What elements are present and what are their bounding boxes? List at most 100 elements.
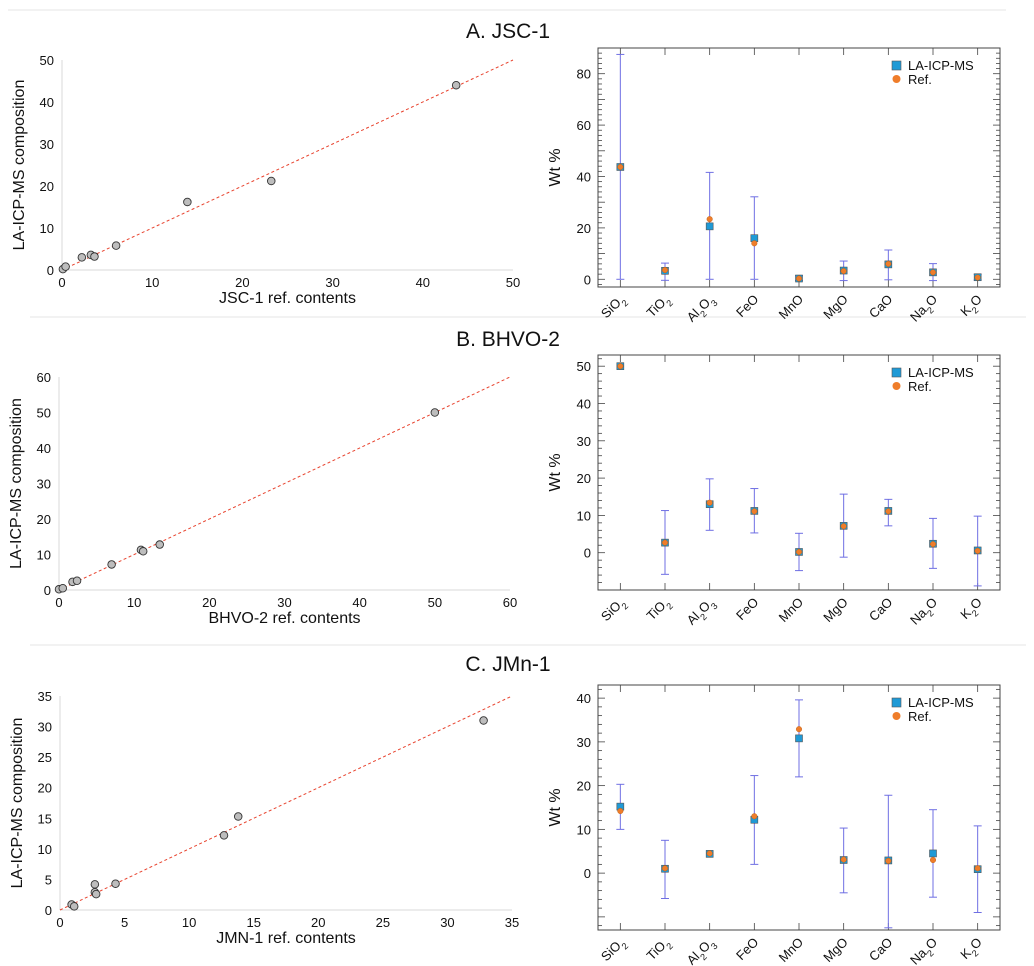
y-axis-label: LA-ICP-MS composition <box>8 398 25 569</box>
tick-label: 20 <box>202 595 216 610</box>
tick-label: 0 <box>45 903 52 918</box>
ref-marker <box>751 240 758 247</box>
tick-label: CaO <box>866 595 896 625</box>
tick-label: 10 <box>182 915 196 930</box>
fit-line <box>58 376 511 591</box>
data-point <box>219 831 229 840</box>
data-point <box>479 716 488 725</box>
tick-label: 40 <box>416 275 430 290</box>
tick-label: 0 <box>47 263 54 278</box>
tick-label: 50 <box>428 595 442 610</box>
panel-title: C. JMn-1 <box>465 653 550 676</box>
data-point <box>233 812 243 821</box>
tick-label: Al2O3 <box>684 292 720 328</box>
tick-label: FeO <box>733 292 761 320</box>
tick-label: 20 <box>577 779 591 794</box>
ref-marker <box>662 267 669 274</box>
legend-label: Ref. <box>908 709 932 724</box>
tick-label: 20 <box>40 179 54 194</box>
data-point <box>107 560 116 569</box>
legend-label: LA-ICP-MS <box>908 695 974 710</box>
data-point <box>430 408 440 417</box>
data-point <box>61 262 70 271</box>
tick-label: 60 <box>577 118 591 133</box>
x-axis-label: JSC-1 ref. contents <box>219 290 356 307</box>
tick-label: K2O <box>957 935 987 965</box>
tick-label: 40 <box>37 441 51 456</box>
tick-label: 35 <box>38 689 52 704</box>
legend-swatch <box>892 382 901 390</box>
legend-swatch <box>891 697 902 708</box>
ref-marker <box>796 726 803 733</box>
fit-line <box>61 59 514 271</box>
data-point <box>77 253 87 262</box>
x-axis-label: JMN-1 ref. contents <box>216 930 356 947</box>
tick-label: TiO2 <box>643 595 674 626</box>
tick-label: 60 <box>37 370 51 385</box>
ref-marker <box>662 539 669 546</box>
ref-marker <box>885 508 892 515</box>
tick-label: Na2O <box>907 595 943 631</box>
tick-label: 20 <box>577 221 591 236</box>
data-point <box>138 547 148 556</box>
tick-label: 10 <box>37 548 51 563</box>
tick-label: MgO <box>820 935 851 966</box>
tick-label: FeO <box>733 935 761 963</box>
data-point <box>267 176 276 186</box>
la-icp-ms-marker <box>705 222 714 231</box>
tick-label: 30 <box>325 275 339 290</box>
tick-label: 15 <box>38 811 52 826</box>
ref-marker <box>840 856 847 863</box>
tick-label: SiO2 <box>598 935 630 966</box>
ref-marker <box>706 499 713 506</box>
tick-label: MnO <box>776 935 807 966</box>
data-point <box>451 80 461 90</box>
ref-marker <box>974 547 981 554</box>
tick-label: 80 <box>577 67 591 82</box>
tick-label: 10 <box>577 508 591 523</box>
tick-label: 30 <box>440 915 454 930</box>
tick-label: 35 <box>505 915 519 930</box>
ref-marker <box>840 268 847 275</box>
tick-label: Na2O <box>907 935 943 966</box>
panel-title: B. BHVO-2 <box>456 328 560 351</box>
tick-label: 50 <box>40 53 54 68</box>
ref-marker <box>706 850 713 857</box>
tick-label: 25 <box>376 915 390 930</box>
tick-label: 10 <box>40 221 54 236</box>
ref-marker <box>706 216 713 223</box>
tick-label: MnO <box>776 595 807 626</box>
tick-label: 0 <box>584 546 591 561</box>
ref-marker <box>662 865 669 872</box>
y-axis-label: Wt % <box>547 453 564 491</box>
tick-label: 0 <box>584 866 591 881</box>
legend-swatch <box>891 60 902 71</box>
ref-marker <box>617 808 624 815</box>
tick-label: 30 <box>577 735 591 750</box>
tick-label: 10 <box>38 842 52 857</box>
data-point <box>183 197 192 207</box>
tick-label: 20 <box>38 781 52 796</box>
tick-label: 5 <box>121 915 128 930</box>
tick-label: Na2O <box>907 292 943 328</box>
data-point <box>111 241 121 250</box>
data-point <box>69 902 79 911</box>
ref-marker <box>974 865 981 872</box>
legend-label: LA-ICP-MS <box>908 365 974 380</box>
data-point <box>111 879 120 888</box>
tick-label: CaO <box>866 935 896 965</box>
ref-marker <box>751 508 758 515</box>
x-axis-label: BHVO-2 ref. contents <box>208 610 360 627</box>
tick-label: 0 <box>584 272 591 287</box>
tick-label: 40 <box>352 595 366 610</box>
tick-label: 20 <box>311 915 325 930</box>
legend-swatch <box>892 712 901 720</box>
tick-label: 50 <box>577 359 591 374</box>
tick-label: TiO2 <box>643 292 674 323</box>
tick-label: SiO2 <box>598 595 630 627</box>
plot-frame <box>597 47 1001 288</box>
tick-label: SiO2 <box>598 292 630 324</box>
y-axis-label: LA-ICP-MS composition <box>9 718 26 889</box>
la-icp-ms-marker <box>929 849 937 858</box>
